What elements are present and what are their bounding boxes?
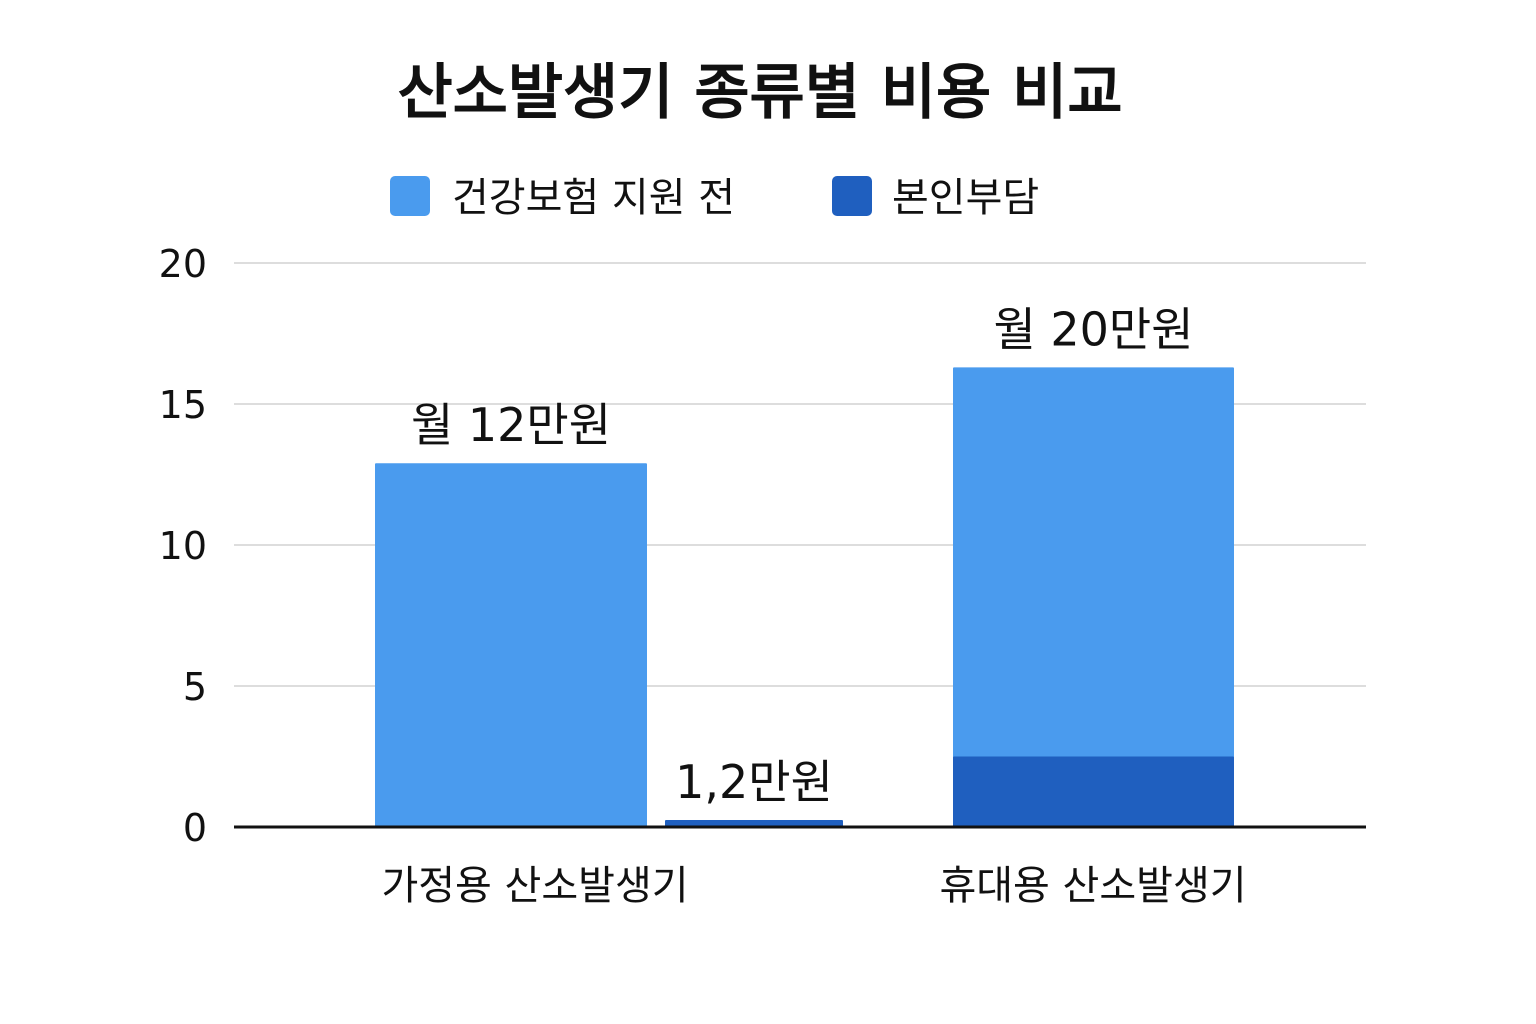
- bar-out-of-pocket-2: [953, 756, 1234, 827]
- data-labels: 월 12만원 1,2만원 월 20만원: [411, 302, 1194, 809]
- legend-swatch-before-support: [390, 176, 430, 216]
- legend-label-before-support: 건강보험 지원 전: [452, 175, 735, 221]
- y-tick-label-5: 5: [183, 665, 207, 709]
- y-tick-label-10: 10: [159, 524, 207, 568]
- bars: [375, 367, 1234, 827]
- chart-title: 산소발생기 종류별 비용 비교: [397, 58, 1122, 128]
- bar-before-support-1: [375, 463, 647, 827]
- data-label-out-of-pocket-1: 1,2만원: [675, 755, 833, 809]
- bar-out-of-pocket-1: [665, 819, 843, 827]
- bar-before-support-2: [953, 367, 1234, 827]
- legend-label-out-of-pocket: 본인부담: [892, 175, 1039, 221]
- x-category-label-2: 휴대용 산소발생기: [939, 863, 1246, 909]
- legend: 건강보험 지원 전 본인부담: [390, 175, 1039, 221]
- data-label-before-support-2: 월 20만원: [993, 302, 1193, 356]
- legend-swatch-out-of-pocket: [832, 176, 872, 216]
- x-category-label-1: 가정용 산소발생기: [381, 863, 688, 909]
- y-tick-label-20: 20: [159, 242, 207, 286]
- y-tick-label-0: 0: [183, 806, 207, 850]
- y-axis-ticks: 0 5 10 15 20: [159, 242, 207, 850]
- data-label-before-support-1: 월 12만원: [411, 398, 611, 452]
- y-tick-label-15: 15: [159, 383, 207, 427]
- x-axis-category-labels: 가정용 산소발생기 휴대용 산소발생기: [381, 863, 1246, 909]
